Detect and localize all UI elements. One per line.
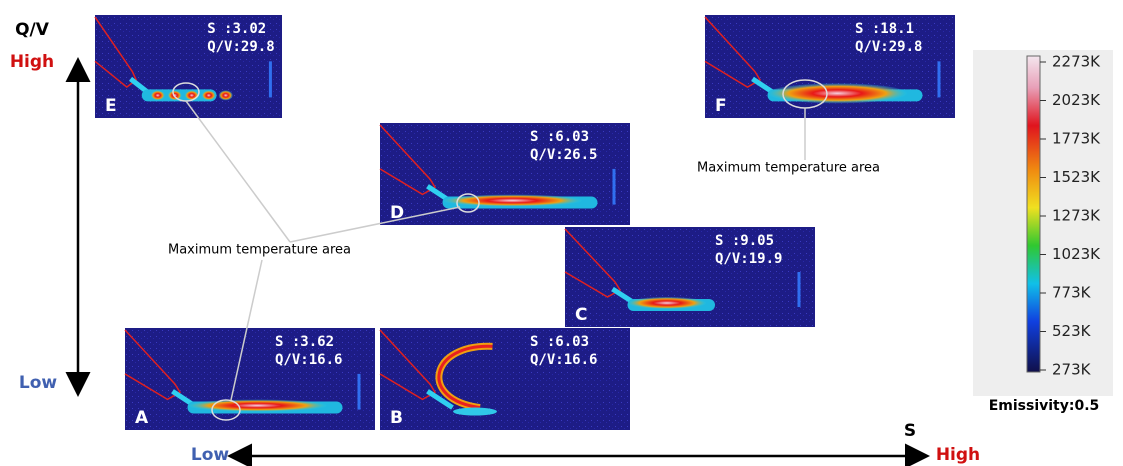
colorbar-label: 1523K <box>1052 168 1101 186</box>
colorbar-caption: Emissivity:0.5 <box>989 398 1100 414</box>
annotation: Maximum temperature area <box>697 161 880 176</box>
bead <box>768 83 908 103</box>
panel-bg <box>380 123 630 225</box>
panel-bg <box>380 328 630 430</box>
panel-s: S :3.02 <box>207 21 266 37</box>
colorbar-label: 2273K <box>1052 53 1101 71</box>
panel-qv: Q/V:29.8 <box>855 39 922 55</box>
panel-s: S :6.03 <box>530 129 589 145</box>
figure: S :3.02 Q/V:29.8 E S :18.1 Q/V:29.8 F S :6.03 Q… <box>0 0 1123 466</box>
colorbar-label: 1023K <box>1052 245 1101 263</box>
panel-s: S :3.62 <box>275 334 334 350</box>
bead <box>628 297 707 309</box>
panel-s: S :6.03 <box>530 334 589 350</box>
panel-label: F <box>715 96 727 116</box>
spatter <box>269 61 272 97</box>
panel-label: C <box>575 305 587 325</box>
panels: S :3.02 Q/V:29.8 E S :18.1 Q/V:29.8 F S :6.03 Q… <box>95 15 955 430</box>
thermal-panel: S :6.03Q/V:26.5D <box>380 123 630 225</box>
panel-qv: Q/V:16.6 <box>530 352 597 368</box>
panel-s: S :9.05 <box>715 233 774 249</box>
pool <box>453 408 497 416</box>
panel-qv: Q/V:26.5 <box>530 147 597 163</box>
colorbar-label: 2023K <box>1052 91 1101 109</box>
x-axis-title: S <box>904 421 916 441</box>
thermal-panel: S :9.05 Q/V:19.9 C <box>565 227 815 327</box>
colorbar-label: 273K <box>1052 361 1092 379</box>
droplet <box>219 90 233 100</box>
x-low: Low <box>191 445 230 465</box>
spatter <box>358 374 361 410</box>
panel-qv: Q/V:19.9 <box>715 251 782 267</box>
panel-label: B <box>390 408 403 428</box>
annotation: Maximum temperature area <box>168 243 351 258</box>
spatter <box>613 169 616 205</box>
spatter <box>798 272 801 307</box>
droplet <box>202 90 216 100</box>
panel-qv: Q/V:16.6 <box>275 352 342 368</box>
spatter <box>938 61 941 97</box>
colorbar-label: 1273K <box>1052 207 1101 225</box>
y-axis-title: Q/V <box>15 20 50 40</box>
x-high: High <box>936 445 980 465</box>
panel-bg <box>125 328 375 430</box>
bead <box>443 195 583 207</box>
panel-bg <box>565 227 815 327</box>
panel-label: A <box>135 408 149 428</box>
panel-label: E <box>105 96 117 116</box>
droplet <box>151 90 165 100</box>
droplet <box>185 90 199 100</box>
thermal-panel: S :3.02 Q/V:29.8 E <box>95 15 282 118</box>
thermal-panel: S :18.1 Q/V:29.8 F <box>705 15 955 118</box>
bead <box>188 400 328 412</box>
colorbar-label: 1773K <box>1052 130 1101 148</box>
y-high: High <box>10 52 54 72</box>
colorbar-label: 773K <box>1052 284 1092 302</box>
thermal-panel: S :3.62 Q/V:16.6 A <box>125 328 375 430</box>
panel-s: S :18.1 <box>855 21 914 37</box>
colorbar-label: 523K <box>1052 322 1092 340</box>
thermal-panel: S :6.03 Q/V:16.6 B <box>380 328 630 430</box>
y-low: Low <box>19 373 58 393</box>
colorbar <box>1027 56 1040 372</box>
leader-line <box>186 101 290 242</box>
panel-qv: Q/V:29.8 <box>207 39 274 55</box>
